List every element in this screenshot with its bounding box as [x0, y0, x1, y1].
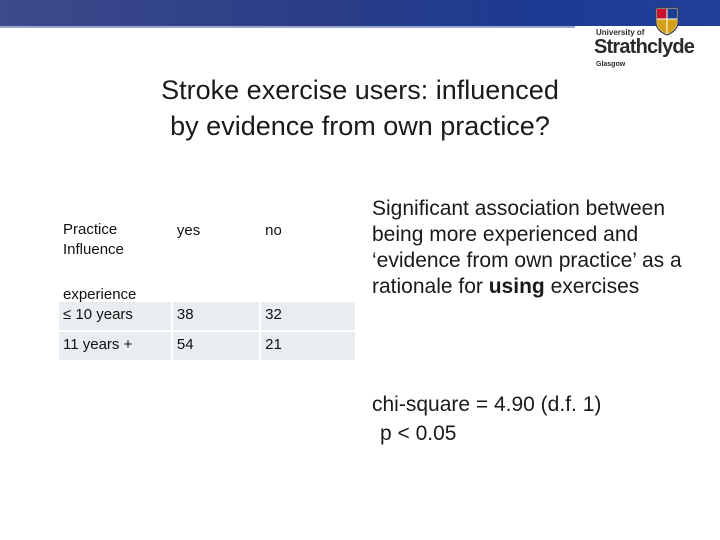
cell-no: 21 [261, 332, 355, 360]
logo-city: Glasgow [596, 61, 626, 68]
finding-emphasis: using [488, 275, 545, 298]
cell-no: 32 [261, 302, 355, 330]
logo-name: Strathclyde [594, 36, 695, 58]
header-no: no [261, 210, 355, 300]
title-line-2: by evidence from own practice? [170, 111, 550, 141]
table-row: 11 years + 54 21 [59, 332, 355, 360]
row-label: 11 years + [59, 332, 171, 360]
logo-university-of: University of [596, 28, 645, 37]
slide-title: Stroke exercise users: influenced by evi… [40, 72, 680, 144]
finding-text: Significant association between being mo… [372, 196, 692, 300]
table-header-row: Practice Influence experience yes no [59, 210, 355, 303]
cell-yes: 54 [172, 332, 260, 360]
finding-text-before: Significant association between being mo… [372, 197, 682, 298]
header-bar [0, 0, 720, 26]
cell-yes: 38 [172, 302, 260, 330]
header-practice-influence: Practice Influence [63, 221, 124, 258]
statistics: chi-square = 4.90 (d.f. 1) p < 0.05 [372, 390, 692, 448]
data-table: Practice Influence experience yes no ≤ 1… [57, 208, 355, 362]
chi-square-text: chi-square = 4.90 (d.f. 1) [372, 393, 602, 416]
row-label: ≤ 10 years [59, 302, 171, 330]
title-line-1: Stroke exercise users: influenced [161, 75, 559, 105]
finding-text-after: exercises [544, 275, 640, 298]
p-value-text: p < 0.05 [380, 422, 457, 445]
crest-icon [655, 7, 679, 36]
header-label-cell: Practice Influence experience [59, 210, 171, 303]
table-row: ≤ 10 years 38 32 [59, 302, 355, 330]
university-logo: University of Strathclyde Glasgow [588, 6, 698, 76]
header-rule [0, 26, 575, 28]
header-experience: experience [63, 286, 137, 303]
header-yes: yes [172, 210, 260, 300]
